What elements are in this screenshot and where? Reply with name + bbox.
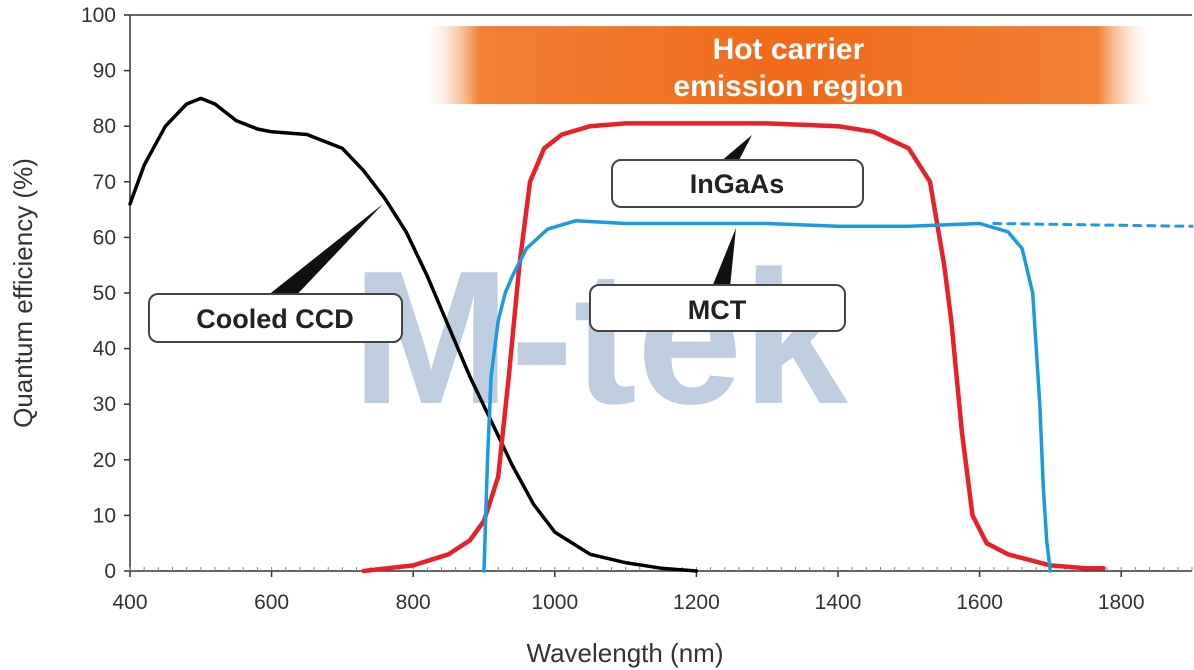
y-tick-label: 40 <box>93 338 116 361</box>
y-tick-label: 20 <box>93 449 116 472</box>
x-tick-label: 1800 <box>1098 591 1145 614</box>
y-tick-label: 80 <box>93 115 116 138</box>
series-line-mct-extension <box>992 222 1194 228</box>
series-line-cooled-ccd <box>128 96 699 573</box>
y-tick-label: 90 <box>93 60 116 83</box>
x-tick-label: 800 <box>396 591 431 614</box>
x-tick-label: 1200 <box>673 591 720 614</box>
callout-pointer-mct <box>712 228 736 287</box>
series-line-ingaas <box>361 121 1106 574</box>
band-label-line2: emission region <box>673 70 903 103</box>
x-axis-title: Wavelength (nm) <box>527 638 724 668</box>
series-line-mct <box>482 218 1053 573</box>
callout-label-mct: MCT <box>688 295 747 325</box>
hot-carrier-band <box>420 26 1157 104</box>
callout-label-ingaas: InGaAs <box>690 169 785 199</box>
callout-cooled-ccd: Cooled CCD <box>148 204 403 343</box>
y-tick-label: 70 <box>93 171 116 194</box>
y-tick-label: 100 <box>81 4 116 27</box>
y-tick-label: 60 <box>93 226 116 249</box>
x-tick-label: 600 <box>254 591 289 614</box>
watermark: M-tek <box>352 232 848 444</box>
callout-box-cooled-ccd <box>148 293 403 343</box>
callout-box-mct <box>589 284 846 332</box>
y-axis-title: Quantum efficiency (%) <box>8 158 38 428</box>
y-tick-label: 30 <box>93 393 116 416</box>
callout-pointer-ingaas <box>720 135 752 162</box>
x-tick-label: 1600 <box>956 591 1003 614</box>
callout-ingaas: InGaAs <box>611 135 864 208</box>
x-tick-label: 1000 <box>531 591 578 614</box>
y-tick-label: 0 <box>104 560 116 583</box>
axes: 0 10 20 30 40 50 60 70 80 90 100 400 600 800 1000 1200 1… <box>8 4 1193 668</box>
x-tick-label: 1400 <box>815 591 862 614</box>
y-tick-label: 10 <box>93 504 116 527</box>
callout-label-cooled-ccd: Cooled CCD <box>196 304 354 334</box>
callout-box-ingaas <box>611 159 864 208</box>
x-tick-label: 400 <box>112 591 147 614</box>
y-tick-label: 50 <box>93 282 116 305</box>
callout-pointer-cooled-ccd <box>262 204 383 302</box>
band-label-line1: Hot carrier <box>713 33 865 66</box>
callout-mct: MCT <box>589 228 846 332</box>
series-layer <box>128 96 1194 574</box>
